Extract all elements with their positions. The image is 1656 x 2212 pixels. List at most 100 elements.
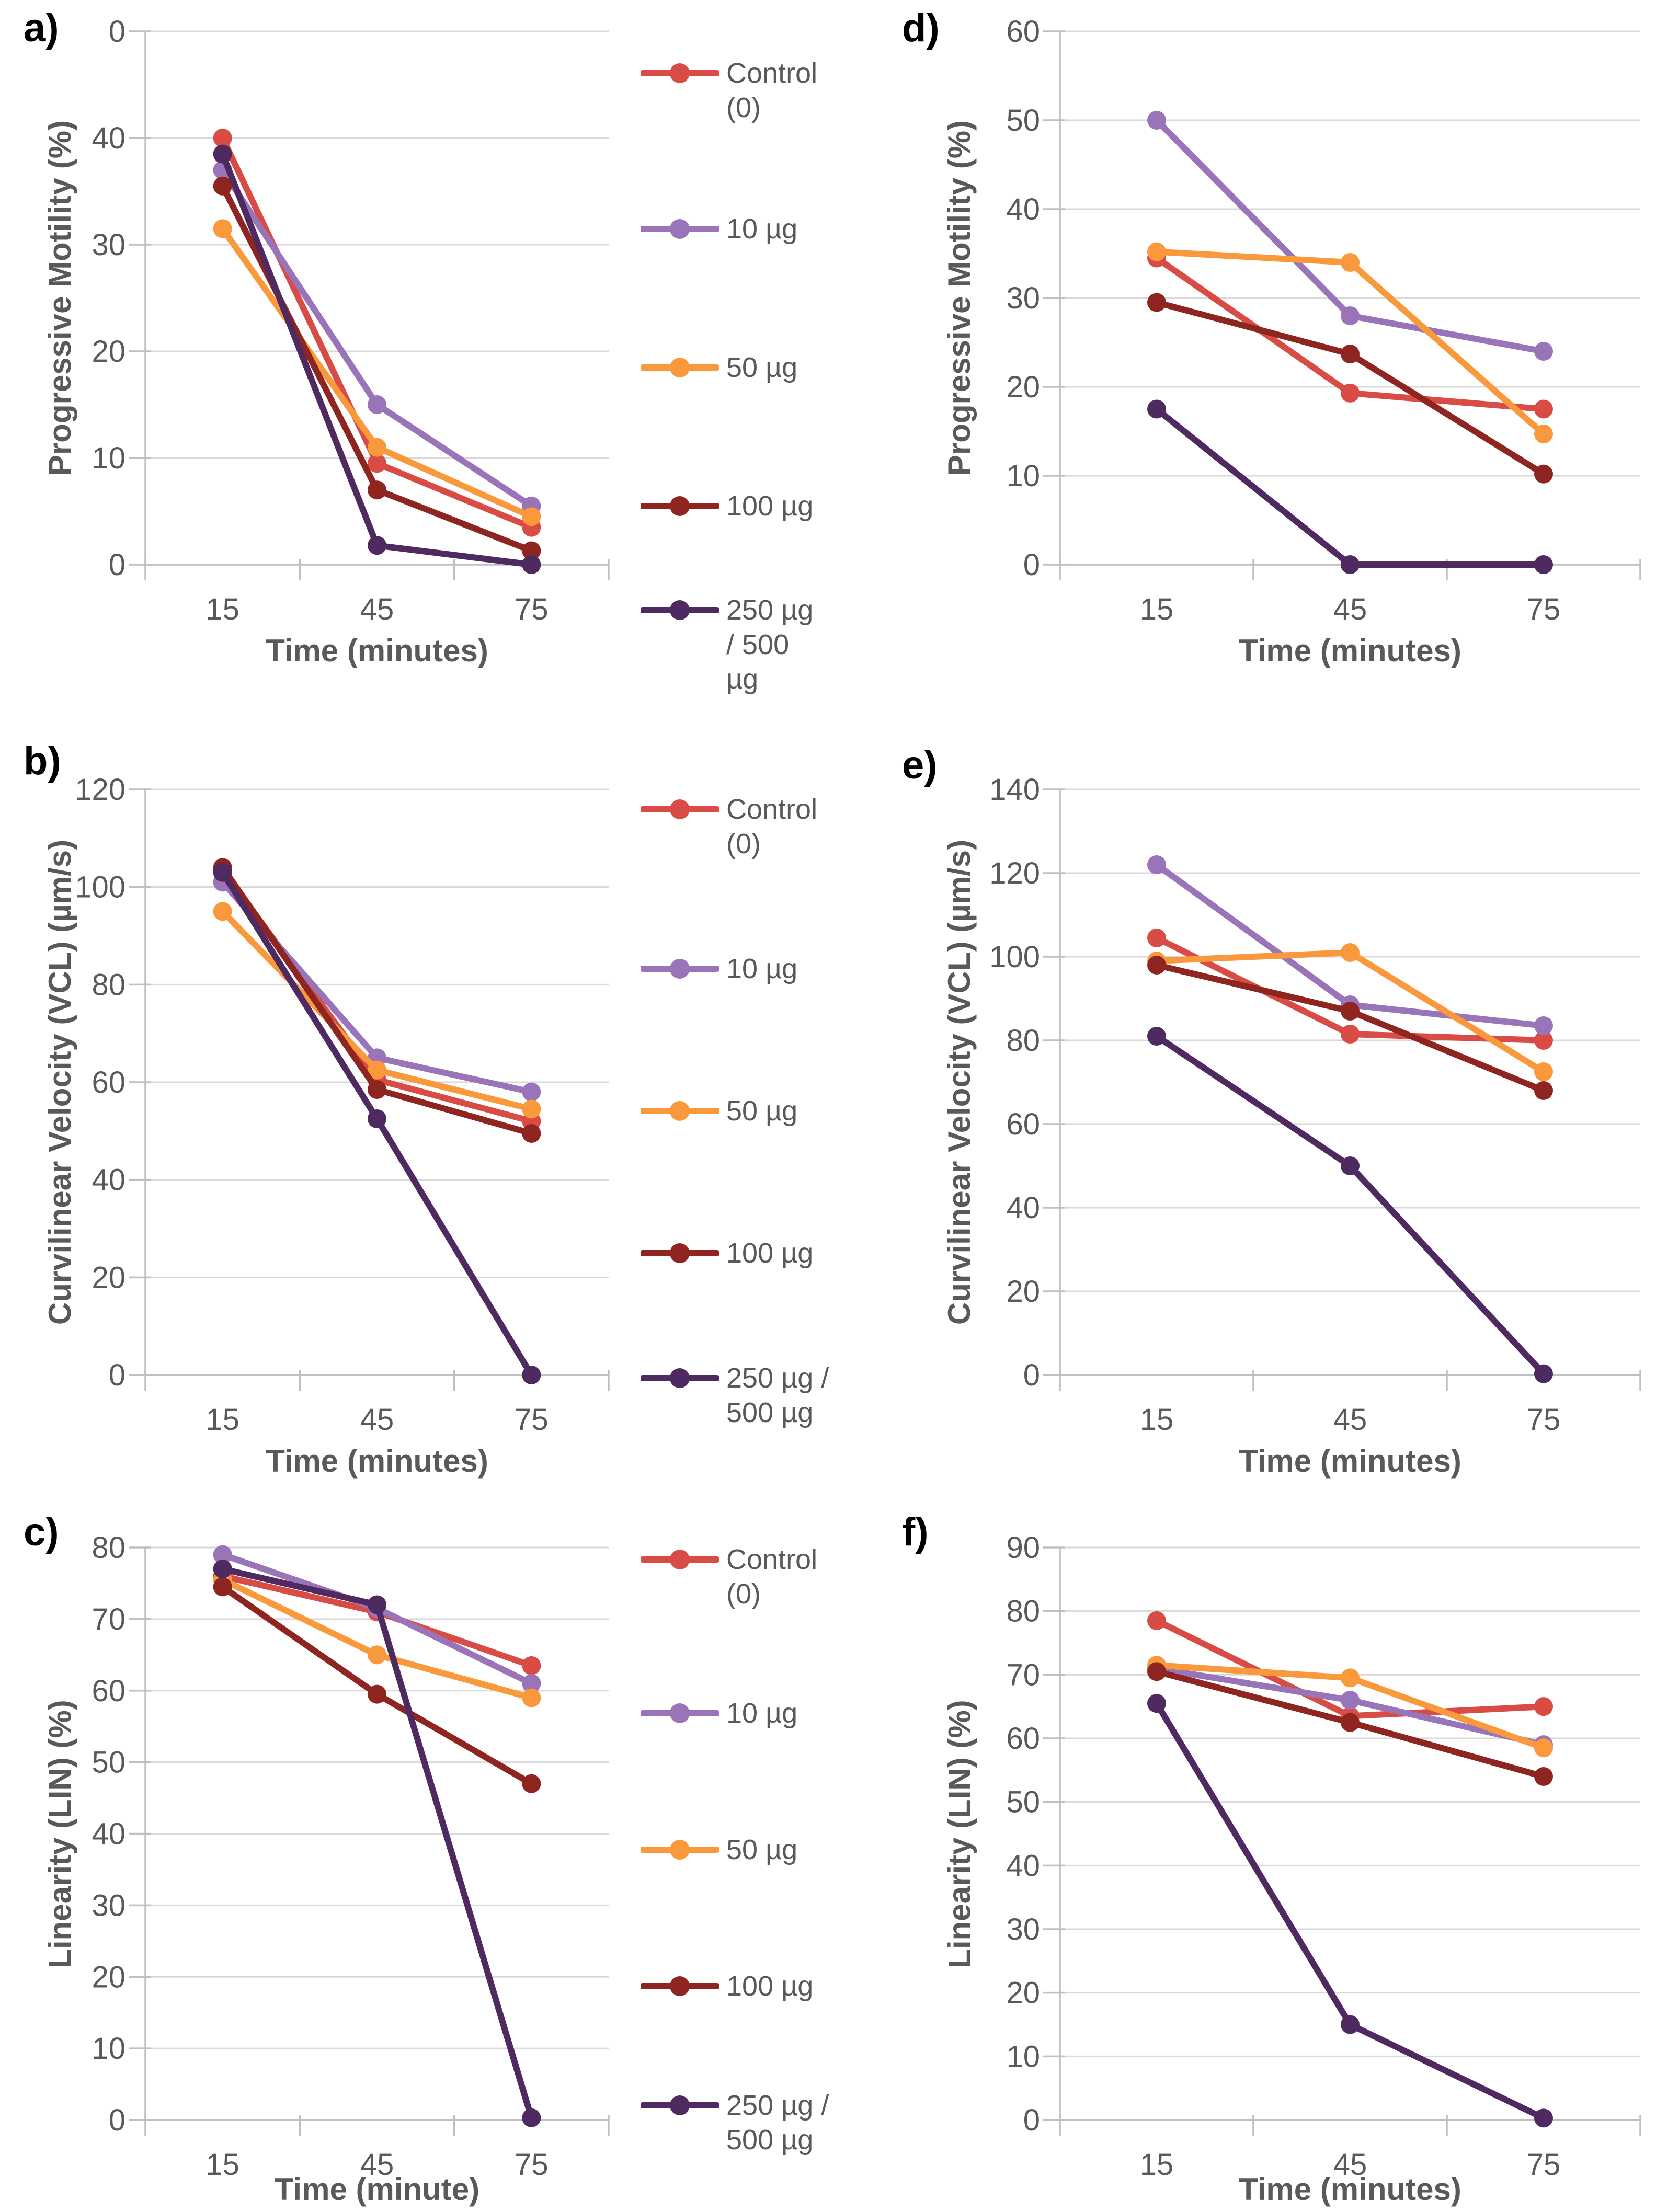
- legend-label-line: Control: [726, 57, 818, 89]
- legend-label-line: 500 µg: [726, 2124, 814, 2156]
- legend-item: Control (0): [641, 56, 817, 125]
- panel-f: f) 0 10 20 30 40 50 60 70 80 90 15 45 75 Linearity (…: [894, 1487, 1656, 2212]
- series-line: [219, 151, 535, 568]
- x-tick-label: 45: [360, 1403, 394, 1437]
- data-point-marker: [368, 1684, 386, 1704]
- legend-item: 10 µg: [641, 1696, 797, 1730]
- y-tick-label: 40: [92, 1817, 125, 1851]
- legend-label-line: 10 µg: [726, 953, 798, 984]
- y-tick-label: 30: [1006, 281, 1040, 315]
- y-tick-label: 80: [92, 1531, 125, 1565]
- legend-label: 10 µg: [726, 1696, 797, 1730]
- data-point-marker: [213, 176, 232, 196]
- data-point-marker: [368, 454, 386, 473]
- data-point-marker: [1341, 1156, 1360, 1175]
- x-tick-label: 15: [1140, 2148, 1174, 2182]
- line-chart: 0 20 40 60 80 100 120 15 45 75: [75, 773, 610, 1437]
- x-axis-title: Time (minutes): [1239, 1443, 1461, 1479]
- legend-line-marker-icon: [641, 1549, 719, 1569]
- data-point-marker: [1147, 111, 1166, 130]
- data-point-marker: [1147, 956, 1166, 975]
- data-point-marker: [1147, 1694, 1166, 1713]
- legend-item: 50 µg: [641, 1094, 797, 1128]
- legend-label-line: µg: [726, 663, 759, 695]
- legend-line-marker-icon: [641, 1840, 719, 1860]
- data-point-marker: [1534, 2108, 1553, 2128]
- y-tick-label: 40: [92, 1163, 125, 1197]
- y-tick-label: 0: [109, 548, 125, 582]
- line-chart: 0 10 20 30 40 50 60 15 45 75: [1006, 15, 1641, 626]
- data-point-marker: [1534, 399, 1553, 419]
- legend-marker: [670, 63, 690, 83]
- y-tick-label: 60: [92, 1065, 125, 1099]
- legend-line-marker-icon: [641, 496, 719, 516]
- x-tick-label: 15: [205, 592, 239, 626]
- data-point-marker: [1147, 855, 1166, 874]
- y-tick-label: 10: [92, 2032, 125, 2066]
- data-point-marker: [522, 1774, 541, 1793]
- data-point-marker: [1147, 1027, 1166, 1046]
- panel-b: b) 0 20 40 60 80 100 120 15 45 75 Curvilinear Vel…: [0, 735, 894, 1487]
- x-tick-label: 15: [1140, 592, 1174, 626]
- x-axis-title: Time (minutes): [1239, 2172, 1461, 2207]
- y-tick-label: 50: [1006, 1785, 1040, 1819]
- y-tick-label: 0: [109, 1358, 125, 1392]
- data-point-marker: [368, 1060, 386, 1080]
- legend-marker: [670, 496, 690, 516]
- legend-slot: 250 µg /500 µg: [641, 2055, 894, 2191]
- data-point-marker: [368, 1595, 386, 1614]
- data-point-marker: [522, 1656, 541, 1675]
- y-tick-label: 140: [989, 773, 1040, 807]
- line-chart: 0 20 40 60 80 100 120 140 15 45 75: [989, 773, 1641, 1437]
- legend-label-line: 50 µg: [726, 351, 798, 383]
- x-tick-label: 45: [1333, 2148, 1367, 2182]
- y-tick-label: 30: [92, 228, 125, 262]
- data-point-marker: [1341, 1002, 1360, 1021]
- data-point-marker: [213, 1545, 232, 1564]
- x-tick-label: 45: [360, 592, 394, 626]
- data-point-marker: [1341, 1713, 1360, 1732]
- y-tick-label: 70: [92, 1602, 125, 1636]
- legend-line-marker-icon: [641, 799, 719, 819]
- panel-letter: d): [902, 6, 940, 50]
- x-axis-title: Time (minutes): [1239, 633, 1461, 668]
- data-point-marker: [368, 438, 386, 457]
- legend-label: 250 µg /500 µg: [726, 1361, 829, 1430]
- y-tick-label: 40: [92, 121, 125, 155]
- legend-slot: Control (0): [641, 1508, 894, 1645]
- panel-e: e) 0 20 40 60 80 100 120 140 15 45 75 Curvilinear …: [894, 735, 1656, 1487]
- legend-marker: [670, 1840, 690, 1860]
- series-line: [1154, 1033, 1547, 1377]
- y-tick-label: 10: [1006, 2039, 1040, 2073]
- legend-item: 250 µg /500 µg: [641, 1361, 829, 1430]
- data-point-marker: [522, 507, 541, 526]
- legend-item: 250 µg /500 µg: [641, 2088, 829, 2157]
- legend-label-line: / 500: [726, 628, 790, 660]
- legend-slot: 250 µg/ 500 µg: [641, 575, 894, 714]
- y-tick-label: 0: [109, 2103, 125, 2137]
- legend-marker: [670, 1703, 690, 1723]
- y-tick-label: 60: [1006, 15, 1040, 49]
- legend-slot: 250 µg /500 µg: [641, 1324, 894, 1466]
- y-axis-title: Progressive Motility (%): [942, 120, 977, 476]
- panel-d: d) 0 10 20 30 40 50 60 15 45 75 Progressive Motil…: [894, 0, 1656, 735]
- legend-marker: [670, 2095, 690, 2116]
- legend-line-marker-icon: [641, 600, 719, 620]
- legend-marker: [670, 1549, 690, 1569]
- legend-label: 250 µg/ 500 µg: [726, 593, 813, 696]
- legend-label: 50 µg: [726, 1094, 797, 1128]
- y-tick-label: 40: [1006, 1191, 1040, 1225]
- legend-slot: 10 µg: [641, 159, 894, 298]
- legend-item: 50 µg: [641, 1832, 797, 1867]
- legend-slot: 50 µg: [641, 1040, 894, 1182]
- data-point-marker: [1534, 1062, 1553, 1081]
- data-point-marker: [1341, 1025, 1360, 1044]
- data-point-marker: [522, 1366, 541, 1384]
- x-tick-label: 75: [515, 592, 549, 626]
- y-tick-label: 90: [1006, 1531, 1040, 1565]
- chart-legend: Control (0) 10 µg 50 µg 100 µg 250 µg /500 µg: [641, 755, 894, 1466]
- data-point-marker: [1341, 383, 1360, 403]
- legend-item: Control (0): [641, 792, 817, 861]
- data-point-marker: [1534, 1738, 1553, 1758]
- legend-line-marker-icon: [641, 357, 719, 377]
